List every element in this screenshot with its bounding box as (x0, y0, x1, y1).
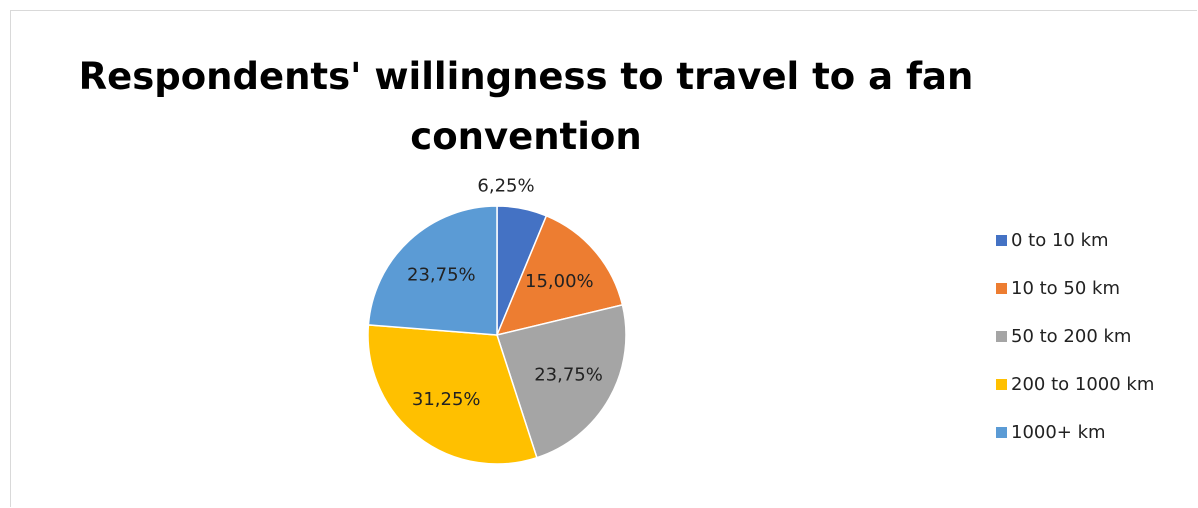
chart-area: Respondents' willingness to travel to a … (10, 10, 1197, 507)
legend-label: 1000+ km (1011, 421, 1106, 443)
chart-title: Respondents' willingness to travel to a … (78, 55, 974, 158)
legend-label: 200 to 1000 km (1011, 373, 1155, 395)
legend-label: 0 to 10 km (1011, 229, 1109, 251)
data-label: 23,75% (407, 264, 476, 285)
pie-slices (367, 205, 627, 465)
legend-label: 50 to 200 km (1011, 325, 1132, 347)
data-label: 6,25% (477, 176, 534, 197)
data-label: 31,25% (412, 389, 481, 410)
pie-slice (367, 205, 498, 336)
legend-item: 50 to 200 km (996, 324, 1196, 348)
legend-swatch (996, 234, 1007, 246)
pie-labels: 6,25% 15,00% 23,75% 31,25% 23,75% (407, 176, 603, 410)
legend-label: 10 to 50 km (1011, 277, 1121, 299)
pie-slice (367, 324, 538, 465)
legend-swatch (996, 330, 1007, 342)
legend-item: 200 to 1000 km (996, 372, 1196, 396)
pie-slice (495, 214, 624, 337)
legend-swatch (996, 426, 1007, 438)
pie-slice (496, 303, 627, 459)
legend-swatch (996, 378, 1007, 390)
legend-item: 10 to 50 km (996, 276, 1196, 300)
legend-item: 1000+ km (996, 420, 1196, 444)
data-label: 15,00% (525, 271, 594, 292)
legend: 0 to 10 km 10 to 50 km 50 to 200 km 200 … (996, 228, 1196, 468)
data-label: 23,75% (534, 365, 603, 386)
legend-item: 0 to 10 km (996, 228, 1196, 252)
legend-swatch (996, 282, 1007, 294)
